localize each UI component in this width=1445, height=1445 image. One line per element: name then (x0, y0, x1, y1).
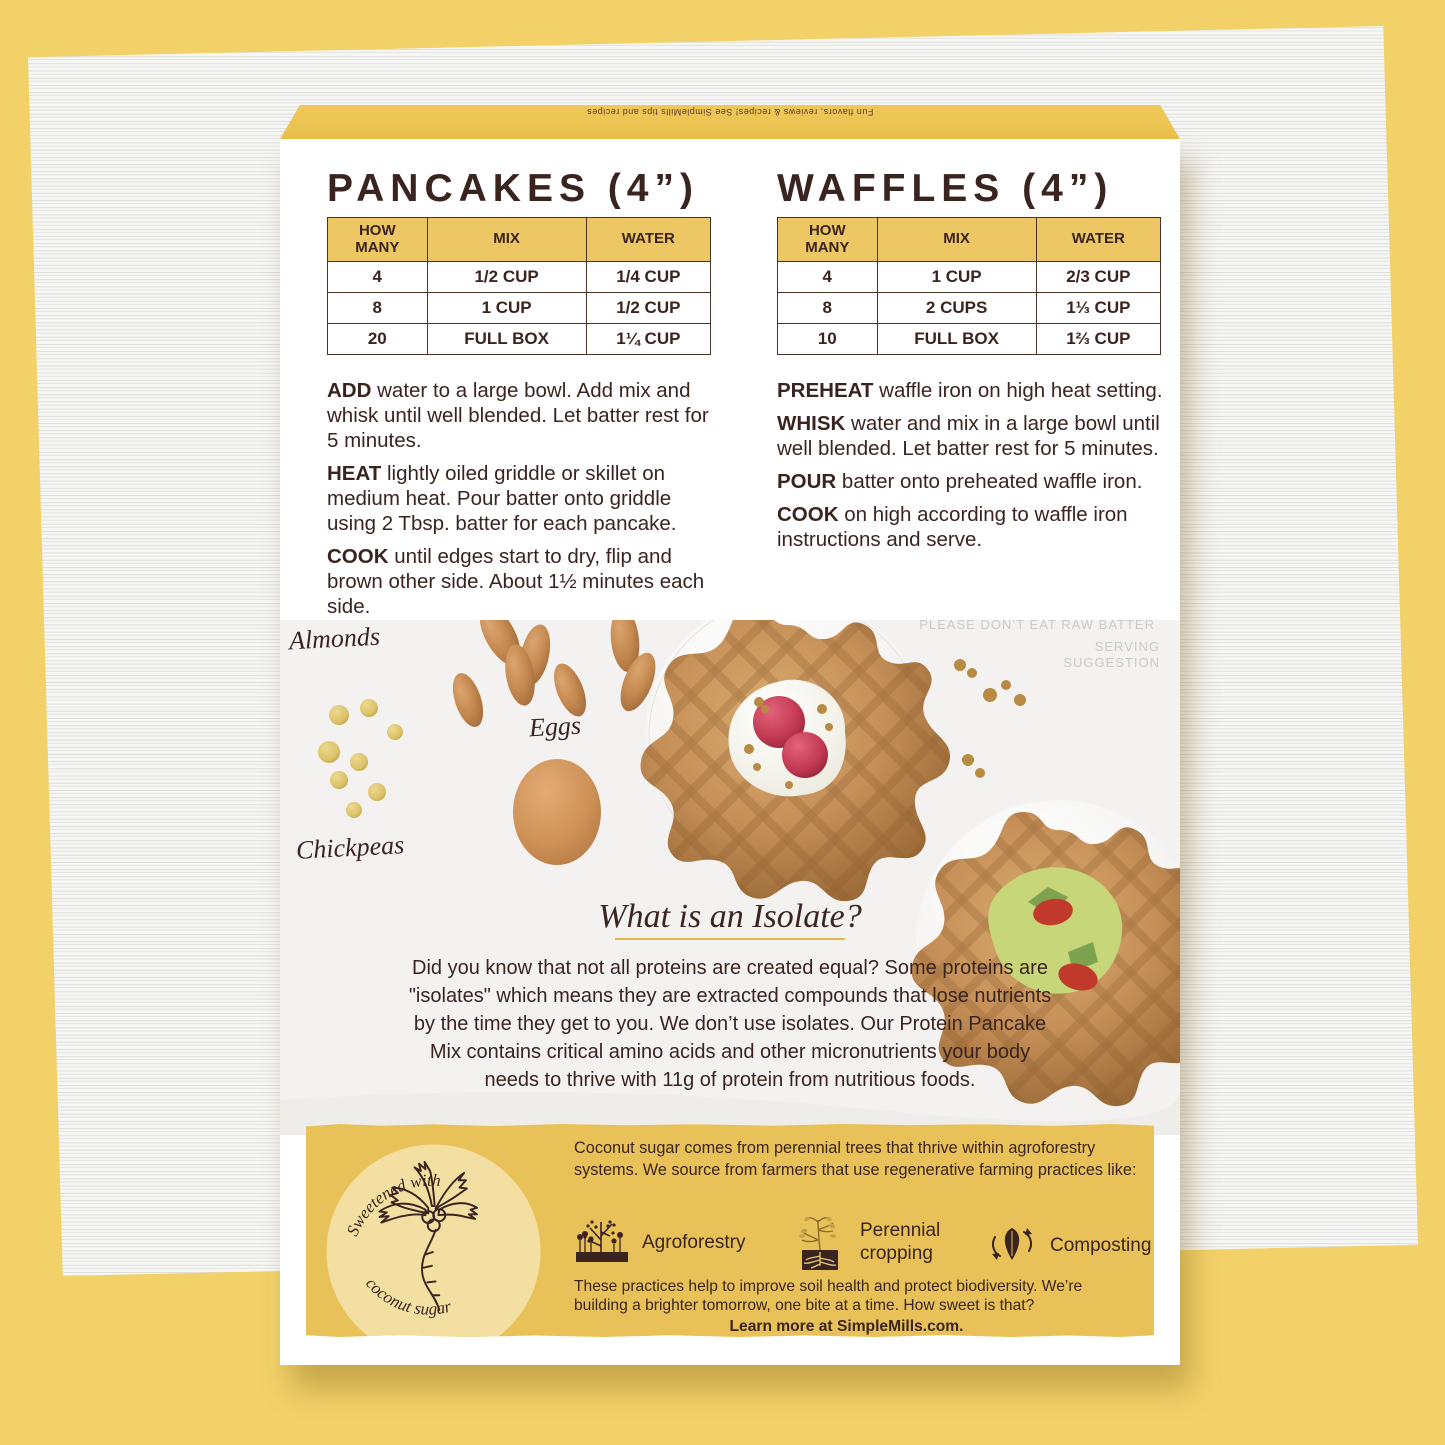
svg-text:PLEASE DON’T EAT RAW BATTER: PLEASE DON’T EAT RAW BATTER (919, 620, 1155, 632)
svg-text:SERVING: SERVING (1095, 639, 1160, 654)
svg-text:SUGGESTION: SUGGESTION (1063, 655, 1160, 670)
